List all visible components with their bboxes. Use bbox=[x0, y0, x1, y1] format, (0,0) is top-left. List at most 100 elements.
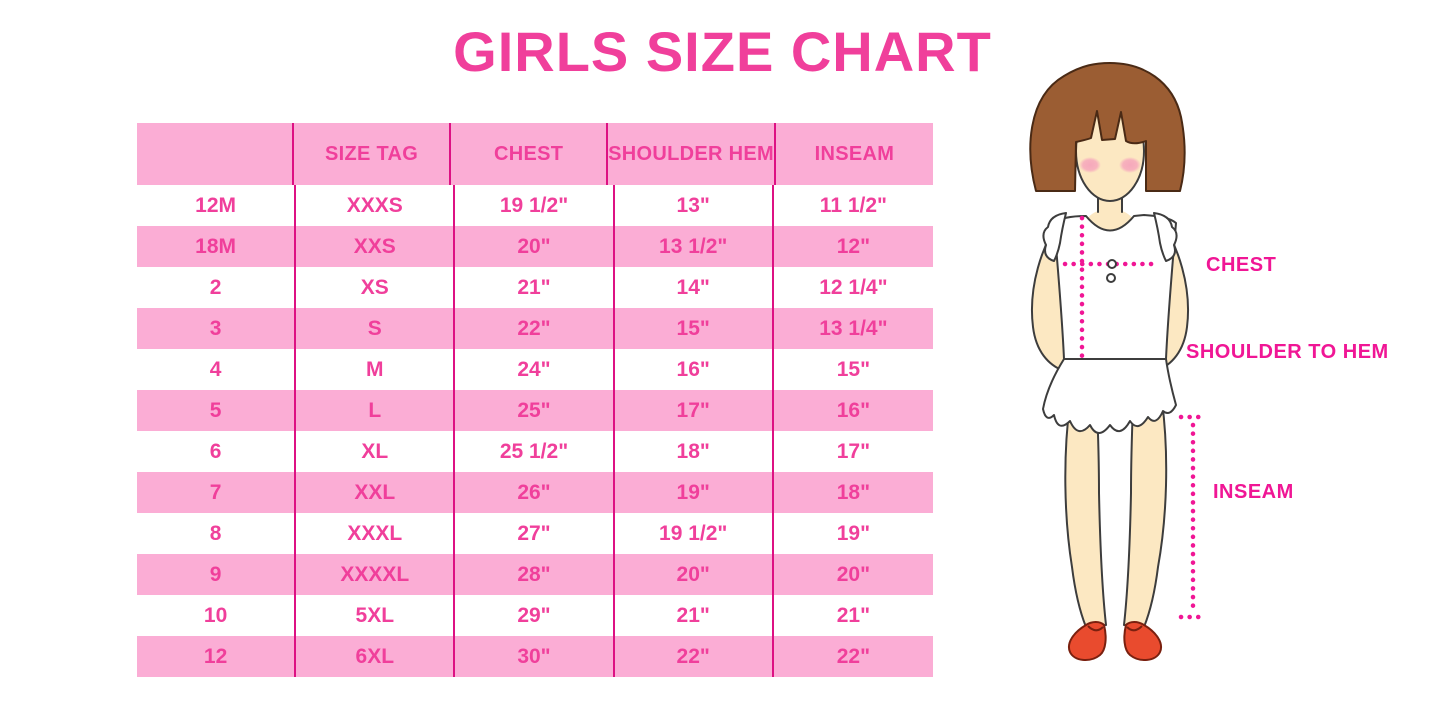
girl-left-shoe-strap bbox=[1087, 625, 1104, 632]
girl-right-ruffle bbox=[1153, 212, 1178, 262]
header-chest: CHEST bbox=[451, 123, 609, 185]
cell-size-tag: 5XL bbox=[296, 595, 456, 636]
table-row: 10 5XL 29" 21" 21" bbox=[137, 595, 933, 636]
girl-skirt bbox=[1042, 358, 1177, 434]
cell-size-tag: XXXL bbox=[296, 513, 456, 554]
cell-size: 2 bbox=[137, 267, 297, 308]
table-header-row: SIZE TAG CHEST SHOULDER HEM INSEAM bbox=[137, 123, 933, 185]
table-row: 18M XXS 20" 13 1/2" 12" bbox=[137, 226, 933, 267]
cell-size: 12M bbox=[137, 185, 297, 226]
cell-size: 9 bbox=[137, 554, 297, 595]
measurement-figure: CHEST SHOULDER TO HEM INSEAM bbox=[1000, 55, 1420, 715]
table-row: 5 L 25" 17" 16" bbox=[137, 390, 933, 431]
header-size-tag: SIZE TAG bbox=[294, 123, 452, 185]
cell-shoulder-hem: 19" bbox=[615, 472, 774, 513]
cell-inseam: 17" bbox=[836, 439, 871, 463]
header-inseam: INSEAM bbox=[814, 142, 895, 165]
cell-size: 4 bbox=[137, 349, 297, 390]
cell-chest: 28" bbox=[455, 554, 615, 595]
cell-size-tag: M bbox=[296, 349, 456, 390]
cell-inseam: 11 1/2" bbox=[819, 193, 887, 217]
cell-inseam: 13 1/4" bbox=[819, 316, 888, 340]
cell-chest: 22" bbox=[455, 308, 615, 349]
cell-inseam: 12" bbox=[836, 234, 871, 258]
cell-inseam: 19" bbox=[836, 521, 871, 545]
cell-shoulder-hem: 13 1/2" bbox=[615, 226, 774, 267]
girl-right-shoe-strap bbox=[1126, 625, 1143, 632]
cell-size-tag: 6XL bbox=[296, 636, 456, 677]
cell-inseam: 22" bbox=[836, 644, 871, 668]
page-title: GIRLS SIZE CHART bbox=[453, 20, 992, 83]
cell-size-tag: XXS bbox=[296, 226, 456, 267]
cell-chest: 30" bbox=[455, 636, 615, 677]
cell-size-tag: L bbox=[296, 390, 456, 431]
table-row: 12M XXXS 19 1/2" 13" 11 1/2" bbox=[137, 185, 933, 226]
cell-size: 10 bbox=[137, 595, 297, 636]
cell-chest: 19 1/2" bbox=[455, 185, 615, 226]
girl-blush-left bbox=[1079, 157, 1101, 173]
table-row: 8 XXXL 27" 19 1/2" 19" bbox=[137, 513, 933, 554]
cell-size: 12 bbox=[137, 636, 297, 677]
cell-inseam: 20" bbox=[836, 562, 871, 586]
header-size-col bbox=[137, 123, 295, 185]
cell-shoulder-hem: 17" bbox=[615, 390, 774, 431]
girl-left-ruffle bbox=[1042, 212, 1067, 262]
table-row: 3 S 22" 15" 13 1/4" bbox=[137, 308, 933, 349]
cell-chest: 26" bbox=[455, 472, 615, 513]
cell-chest: 24" bbox=[455, 349, 615, 390]
girl-left-leg bbox=[1064, 402, 1107, 628]
cell-size-tag: XXXS bbox=[296, 185, 456, 226]
cell-size: 8 bbox=[137, 513, 297, 554]
cell-chest: 27" bbox=[455, 513, 615, 554]
cell-inseam: 12 1/4" bbox=[819, 275, 888, 299]
cell-size-tag: XXXXL bbox=[296, 554, 456, 595]
cell-shoulder-hem: 13" bbox=[615, 185, 774, 226]
cell-shoulder-hem: 20" bbox=[615, 554, 774, 595]
girl-left-shoe bbox=[1068, 621, 1107, 661]
cell-size: 6 bbox=[137, 431, 297, 472]
table-row: 6 XL 25 1/2" 18" 17" bbox=[137, 431, 933, 472]
inseam-label: INSEAM bbox=[1213, 481, 1294, 503]
table-row: 7 XXL 26" 19" 18" bbox=[137, 472, 933, 513]
cell-shoulder-hem: 18" bbox=[615, 431, 774, 472]
chest-label: CHEST bbox=[1206, 254, 1276, 276]
cell-inseam: 16" bbox=[836, 398, 871, 422]
girl-right-leg bbox=[1123, 400, 1168, 628]
cell-size: 3 bbox=[137, 308, 297, 349]
table-row: 12 6XL 30" 22" 22" bbox=[137, 636, 933, 677]
table-row: 2 XS 21" 14" 12 1/4" bbox=[137, 267, 933, 308]
cell-size: 5 bbox=[137, 390, 297, 431]
cell-inseam: 15" bbox=[836, 357, 871, 381]
cell-size: 7 bbox=[137, 472, 297, 513]
cell-size-tag: XL bbox=[296, 431, 456, 472]
girl-blush-right bbox=[1119, 157, 1141, 173]
cell-shoulder-hem: 21" bbox=[615, 595, 774, 636]
girl-hair bbox=[1029, 62, 1186, 192]
cell-shoulder-hem: 22" bbox=[615, 636, 774, 677]
cell-chest: 29" bbox=[455, 595, 615, 636]
cell-inseam: 21" bbox=[836, 603, 871, 627]
cell-chest: 21" bbox=[455, 267, 615, 308]
cell-chest: 25" bbox=[455, 390, 615, 431]
cell-chest: 20" bbox=[455, 226, 615, 267]
cell-shoulder-hem: 15" bbox=[615, 308, 774, 349]
cell-size-tag: XXL bbox=[296, 472, 456, 513]
cell-size-tag: XS bbox=[296, 267, 456, 308]
table-row: 9 XXXXL 28" 20" 20" bbox=[137, 554, 933, 595]
size-table: SIZE TAG CHEST SHOULDER HEM INSEAM 12M XX… bbox=[137, 123, 933, 677]
shoulder-to-hem-label: SHOULDER TO HEM bbox=[1186, 341, 1389, 363]
girl-top-button-2 bbox=[1106, 273, 1116, 283]
cell-shoulder-hem: 19 1/2" bbox=[615, 513, 774, 554]
cell-size: 18M bbox=[137, 226, 297, 267]
cell-shoulder-hem: 16" bbox=[615, 349, 774, 390]
cell-shoulder-hem: 14" bbox=[615, 267, 774, 308]
table-row: 4 M 24" 16" 15" bbox=[137, 349, 933, 390]
girl-illustration: CHEST SHOULDER TO HEM INSEAM bbox=[1029, 62, 1389, 661]
girl-top bbox=[1053, 214, 1177, 360]
cell-size-tag: S bbox=[296, 308, 456, 349]
girl-right-shoe bbox=[1123, 621, 1162, 661]
cell-inseam: 18" bbox=[836, 480, 871, 504]
header-shoulder-hem: SHOULDER HEM bbox=[608, 123, 776, 185]
girl-top-button-1 bbox=[1107, 259, 1117, 269]
